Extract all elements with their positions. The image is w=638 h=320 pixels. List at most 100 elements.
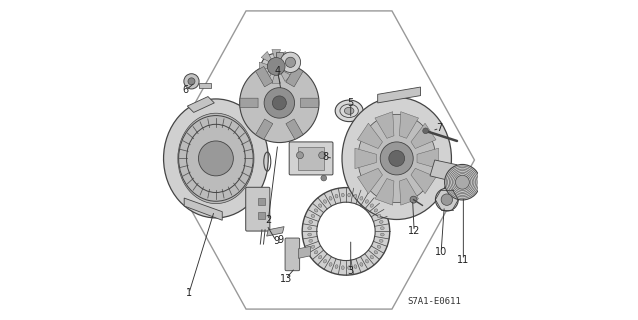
Text: 4: 4 [275,66,281,76]
Ellipse shape [341,266,345,270]
Ellipse shape [329,263,332,266]
Polygon shape [399,179,419,205]
Text: 13: 13 [279,274,292,284]
Circle shape [423,128,429,134]
Circle shape [188,78,195,85]
Ellipse shape [370,204,373,207]
Ellipse shape [318,255,322,259]
Ellipse shape [380,233,384,236]
Bar [298,147,324,170]
Ellipse shape [380,227,384,230]
Bar [258,212,265,219]
Polygon shape [299,246,311,258]
Ellipse shape [178,113,254,204]
Circle shape [317,202,375,260]
Ellipse shape [358,114,436,203]
Polygon shape [281,71,291,81]
Circle shape [302,188,390,275]
Text: 2: 2 [265,215,271,225]
Ellipse shape [335,265,338,268]
Ellipse shape [309,239,313,242]
Ellipse shape [311,245,315,248]
Polygon shape [256,119,273,140]
Ellipse shape [323,260,327,263]
Circle shape [380,142,413,175]
Circle shape [264,88,295,118]
Circle shape [267,58,285,75]
Bar [199,83,211,88]
Ellipse shape [374,251,378,254]
Ellipse shape [309,220,313,223]
Circle shape [184,74,199,89]
Text: 3: 3 [348,266,354,276]
Polygon shape [411,123,436,148]
Circle shape [410,196,417,203]
Text: 1: 1 [186,288,192,298]
Polygon shape [256,67,273,87]
Circle shape [445,164,480,200]
Polygon shape [267,227,284,236]
Text: 6: 6 [182,85,189,95]
Circle shape [319,152,325,159]
Ellipse shape [380,239,383,242]
Polygon shape [285,62,293,71]
Polygon shape [411,168,436,194]
Circle shape [272,96,286,110]
Ellipse shape [360,196,363,200]
Ellipse shape [354,194,357,198]
Polygon shape [272,75,281,83]
Circle shape [280,52,300,72]
Ellipse shape [315,209,318,212]
Circle shape [456,175,470,189]
Ellipse shape [360,263,363,266]
Polygon shape [281,52,291,61]
Ellipse shape [308,233,311,236]
Polygon shape [357,168,382,194]
Circle shape [389,150,404,166]
Circle shape [297,152,304,159]
Text: 8: 8 [322,152,329,162]
Polygon shape [399,112,419,138]
Polygon shape [184,198,222,220]
Ellipse shape [366,200,369,203]
Ellipse shape [366,260,369,263]
Circle shape [435,188,458,211]
Ellipse shape [308,227,311,230]
Bar [258,198,265,205]
Ellipse shape [342,97,452,220]
Text: 7: 7 [436,123,443,133]
Ellipse shape [335,194,338,198]
Circle shape [240,63,319,142]
Text: 9: 9 [278,235,283,245]
Circle shape [285,57,295,68]
Polygon shape [375,179,394,205]
Ellipse shape [380,220,383,223]
Polygon shape [417,148,438,169]
Ellipse shape [345,107,354,114]
Ellipse shape [323,200,327,203]
Polygon shape [378,87,420,103]
Ellipse shape [374,209,378,212]
Polygon shape [430,160,457,181]
Circle shape [441,194,452,205]
Ellipse shape [335,100,363,122]
Circle shape [321,175,327,181]
Ellipse shape [354,265,357,268]
Ellipse shape [315,251,318,254]
Polygon shape [240,98,258,108]
FancyBboxPatch shape [285,238,300,271]
Ellipse shape [311,214,315,218]
Polygon shape [300,98,319,108]
Ellipse shape [377,245,381,248]
Text: 10: 10 [435,247,447,257]
Bar [276,52,283,68]
Polygon shape [355,148,376,169]
Text: 5: 5 [348,98,354,108]
Ellipse shape [329,196,332,200]
Ellipse shape [377,214,381,218]
Text: 12: 12 [408,226,420,236]
Ellipse shape [341,193,345,197]
Polygon shape [375,112,394,138]
Polygon shape [259,62,267,71]
Polygon shape [357,123,382,148]
